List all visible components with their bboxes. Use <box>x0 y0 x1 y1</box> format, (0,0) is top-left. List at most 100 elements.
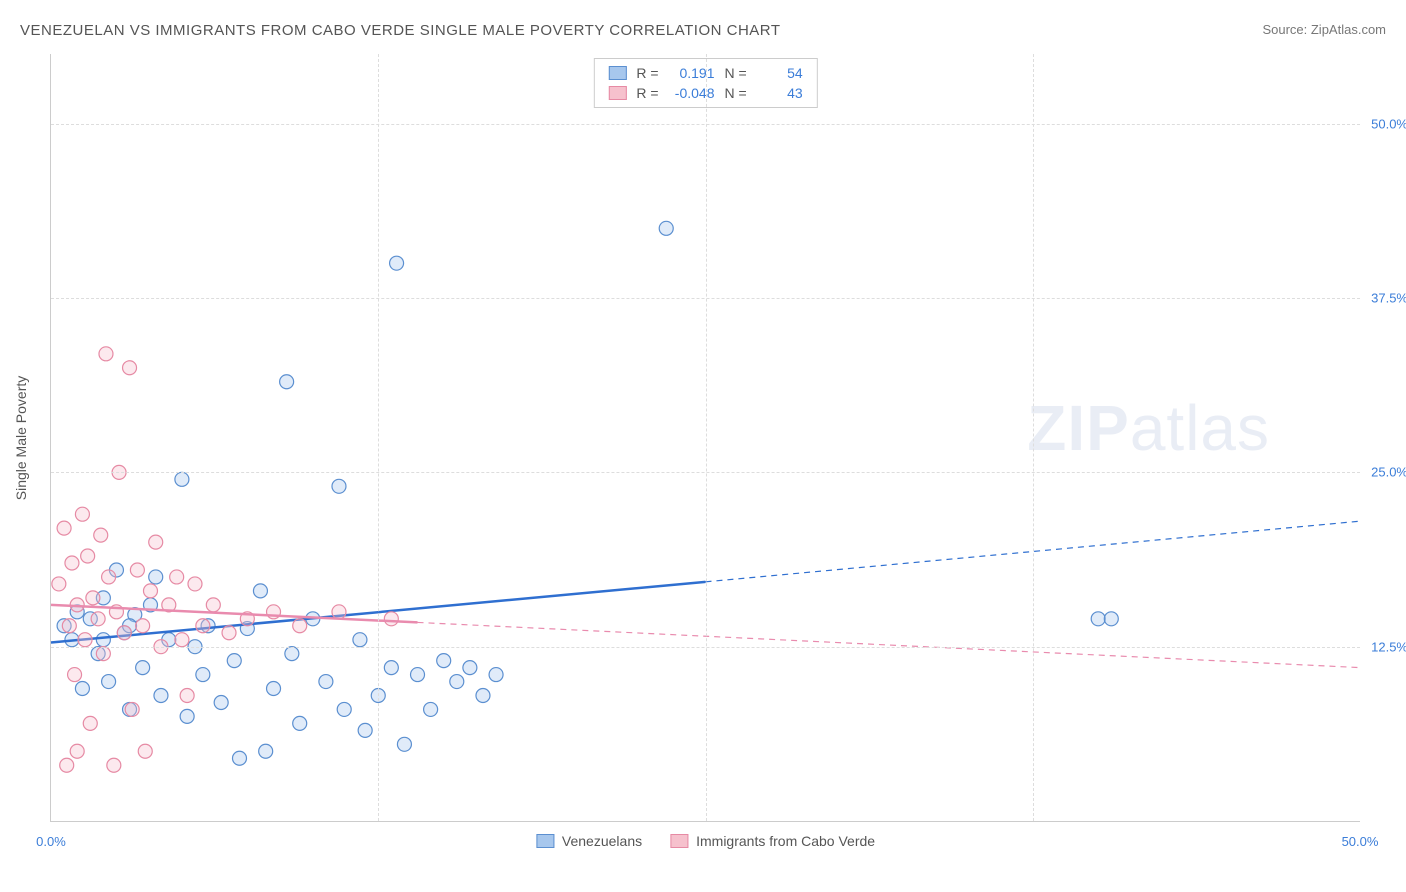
x-tick-label: 50.0% <box>1342 834 1379 849</box>
data-point <box>267 682 281 696</box>
legend-label-venezuelans: Venezuelans <box>562 833 642 849</box>
data-point <box>62 619 76 633</box>
data-point <box>206 598 220 612</box>
data-point <box>1104 612 1118 626</box>
grid-line-v <box>1033 54 1034 821</box>
data-point <box>293 619 307 633</box>
data-point <box>411 668 425 682</box>
data-point <box>222 626 236 640</box>
data-point <box>476 688 490 702</box>
plot-area: Single Male Poverty ZIPatlas R = 0.191 N… <box>50 54 1360 822</box>
data-point <box>175 633 189 647</box>
legend-label-cabo-verde: Immigrants from Cabo Verde <box>696 833 875 849</box>
stat-n-label: N = <box>725 83 747 103</box>
data-point <box>96 633 110 647</box>
data-point <box>123 361 137 375</box>
data-point <box>253 584 267 598</box>
data-point <box>78 633 92 647</box>
data-point <box>99 347 113 361</box>
stat-r-value-cabo-verde: -0.048 <box>669 83 715 103</box>
data-point <box>68 668 82 682</box>
bottom-legend: Venezuelans Immigrants from Cabo Verde <box>536 833 875 849</box>
data-point <box>143 584 157 598</box>
data-point <box>136 661 150 675</box>
data-point <box>280 375 294 389</box>
stat-r-value-venezuelans: 0.191 <box>669 63 715 83</box>
chart-title: VENEZUELAN VS IMMIGRANTS FROM CABO VERDE… <box>20 22 781 39</box>
data-point <box>65 556 79 570</box>
data-point <box>214 695 228 709</box>
data-point <box>83 716 97 730</box>
source-attribution: Source: ZipAtlas.com <box>1262 22 1386 37</box>
trend-line-dashed <box>418 622 1360 667</box>
data-point <box>52 577 66 591</box>
data-point <box>489 668 503 682</box>
legend-swatch-cabo-verde <box>670 834 688 848</box>
stat-r-label: R = <box>636 63 658 83</box>
data-point <box>384 661 398 675</box>
data-point <box>96 647 110 661</box>
data-point <box>102 675 116 689</box>
y-tick-label: 37.5% <box>1371 291 1406 306</box>
x-tick-label: 0.0% <box>36 834 66 849</box>
data-point <box>463 661 477 675</box>
data-point <box>180 688 194 702</box>
stats-swatch-venezuelans <box>608 66 626 80</box>
data-point <box>450 675 464 689</box>
data-point <box>94 528 108 542</box>
data-point <box>196 619 210 633</box>
stat-n-label: N = <box>725 63 747 83</box>
data-point <box>232 751 246 765</box>
data-point <box>437 654 451 668</box>
y-tick-label: 12.5% <box>1371 639 1406 654</box>
legend-swatch-venezuelans <box>536 834 554 848</box>
data-point <box>57 521 71 535</box>
data-point <box>86 591 100 605</box>
data-point <box>332 479 346 493</box>
chart-container: VENEZUELAN VS IMMIGRANTS FROM CABO VERDE… <box>0 0 1406 892</box>
data-point <box>117 626 131 640</box>
stat-r-label: R = <box>636 83 658 103</box>
data-point <box>170 570 184 584</box>
data-point <box>384 612 398 626</box>
data-point <box>390 256 404 270</box>
data-point <box>319 675 333 689</box>
data-point <box>81 549 95 563</box>
data-point <box>175 472 189 486</box>
data-point <box>424 702 438 716</box>
data-point <box>227 654 241 668</box>
data-point <box>293 716 307 730</box>
data-point <box>353 633 367 647</box>
data-point <box>259 744 273 758</box>
data-point <box>107 758 121 772</box>
data-point <box>70 744 84 758</box>
stats-swatch-cabo-verde <box>608 86 626 100</box>
data-point <box>154 688 168 702</box>
data-point <box>332 605 346 619</box>
data-point <box>102 570 116 584</box>
data-point <box>75 507 89 521</box>
data-point <box>196 668 210 682</box>
data-point <box>75 682 89 696</box>
data-point <box>285 647 299 661</box>
data-point <box>337 702 351 716</box>
y-tick-label: 25.0% <box>1371 465 1406 480</box>
data-point <box>358 723 372 737</box>
data-point <box>1091 612 1105 626</box>
y-tick-label: 50.0% <box>1371 116 1406 131</box>
data-point <box>125 702 139 716</box>
grid-line-v <box>378 54 379 821</box>
data-point <box>188 577 202 591</box>
data-point <box>149 535 163 549</box>
data-point <box>180 709 194 723</box>
data-point <box>91 612 105 626</box>
data-point <box>138 744 152 758</box>
data-point <box>60 758 74 772</box>
data-point <box>397 737 411 751</box>
grid-line-v <box>706 54 707 821</box>
stat-n-value-venezuelans: 54 <box>757 63 803 83</box>
data-point <box>130 563 144 577</box>
y-axis-title: Single Male Poverty <box>13 375 29 500</box>
data-point <box>149 570 163 584</box>
data-point <box>659 221 673 235</box>
